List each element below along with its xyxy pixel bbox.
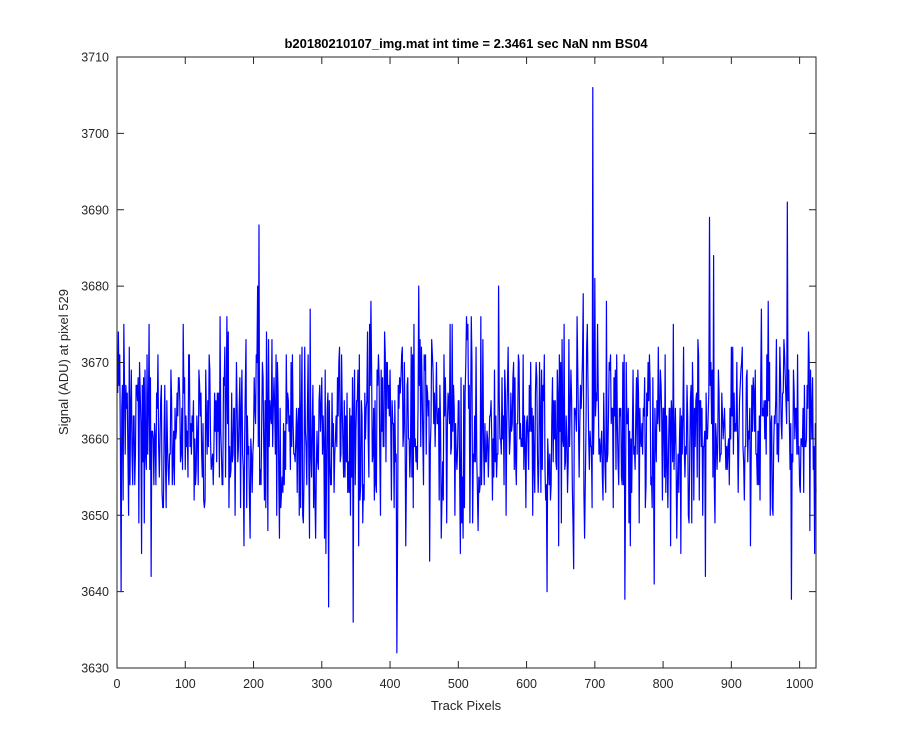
- x-tick-label: 100: [175, 677, 196, 691]
- x-axis-label: Track Pixels: [431, 698, 502, 713]
- y-tick-label: 3710: [81, 51, 109, 65]
- signal-series-line: [117, 86, 817, 654]
- x-tick-label: 800: [653, 677, 674, 691]
- y-tick-label: 3690: [81, 203, 109, 217]
- x-tick-label: 400: [380, 677, 401, 691]
- y-tick-label: 3660: [81, 432, 109, 446]
- x-tick-label: 600: [516, 677, 537, 691]
- y-tick-label: 3670: [81, 356, 109, 370]
- x-tick-label: 0: [114, 677, 121, 691]
- y-tick-label: 3630: [81, 662, 109, 676]
- x-tick-label: 500: [448, 677, 469, 691]
- x-tick-label: 900: [721, 677, 742, 691]
- x-tick-label: 300: [311, 677, 332, 691]
- y-tick-label: 3640: [81, 585, 109, 599]
- x-tick-label: 1000: [786, 677, 814, 691]
- chart-title: b20180210107_img.mat int time = 2.3461 s…: [284, 36, 648, 51]
- y-tick-label: 3650: [81, 509, 109, 523]
- x-tick-label: 700: [584, 677, 605, 691]
- y-axis-label: Signal (ADU) at pixel 529: [56, 289, 71, 435]
- x-tick-label: 200: [243, 677, 264, 691]
- plot-area: [117, 57, 816, 668]
- y-tick-label: 3680: [81, 280, 109, 294]
- y-tick-label: 3700: [81, 127, 109, 141]
